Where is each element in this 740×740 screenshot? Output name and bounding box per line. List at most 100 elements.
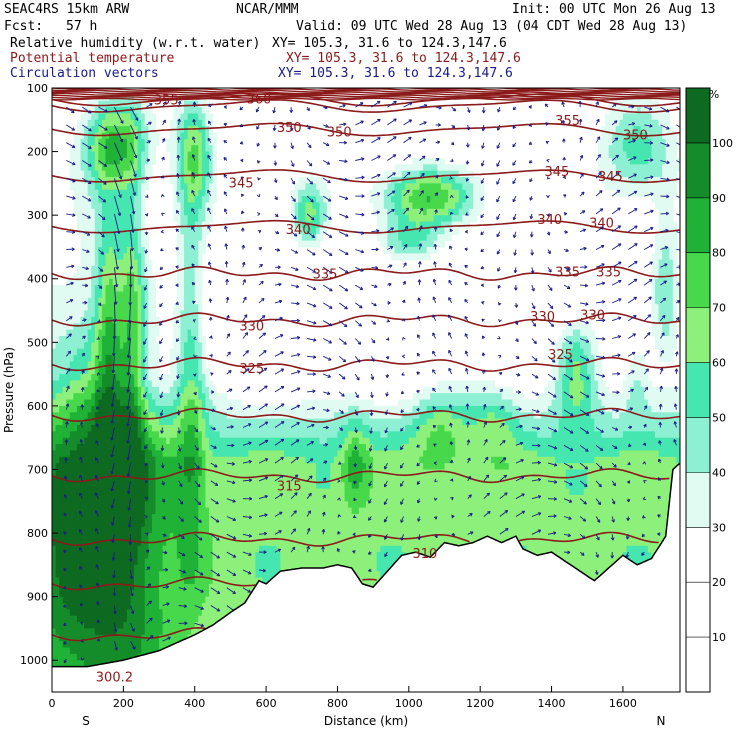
wind-vector: [432, 424, 437, 429]
wind-vector: [82, 335, 86, 340]
wind-vector: [162, 533, 167, 537]
wind-vector: [612, 353, 621, 358]
wind-vector: [63, 640, 67, 645]
wind-vector: [226, 425, 234, 429]
wind-vector: [274, 493, 284, 500]
wind-vector: [207, 225, 212, 232]
wind-vector: [481, 124, 486, 132]
wind-vector: [178, 533, 185, 540]
wind-vector: [419, 190, 424, 197]
wind-vector: [642, 496, 647, 501]
wind-vector: [641, 551, 645, 556]
wind-vector: [207, 172, 212, 179]
wind-vector: [193, 409, 198, 414]
theta-label: 345: [544, 165, 569, 180]
wind-vector: [497, 267, 501, 272]
wind-vector: [448, 385, 453, 393]
wind-vector: [371, 284, 378, 288]
wind-vector: [642, 515, 646, 519]
wind-vector: [387, 190, 396, 197]
wind-vector: [416, 352, 421, 357]
wind-vector: [676, 265, 680, 269]
wind-vector: [146, 103, 153, 108]
theta-contour-335: [52, 265, 680, 282]
wind-vector: [434, 209, 438, 215]
wind-vector: [467, 531, 474, 535]
wind-vector: [595, 498, 602, 506]
wind-vector: [595, 516, 601, 523]
theta-label: 335: [313, 267, 338, 282]
wind-vector: [130, 142, 138, 159]
wind-vector: [239, 141, 244, 145]
wind-vector: [352, 532, 356, 537]
y-tick-label: 400: [27, 273, 48, 286]
wind-vector: [480, 178, 485, 184]
wind-vector: [159, 356, 164, 363]
wind-vector: [159, 391, 164, 399]
wind-vector: [82, 300, 88, 305]
wind-vector: [400, 498, 404, 505]
wind-vector: [306, 492, 312, 499]
potential-temperature-contours: [52, 88, 680, 642]
wind-vector: [676, 106, 680, 110]
x-axis-label: Distance (km): [324, 714, 408, 728]
wind-vector: [194, 498, 202, 506]
wind-vector: [610, 552, 615, 559]
wind-vector: [113, 249, 120, 270]
wind-vector: [643, 405, 648, 410]
wind-vector: [258, 439, 269, 446]
wind-vector: [338, 302, 348, 310]
wind-vector: [563, 320, 572, 326]
wind-vector: [96, 406, 100, 410]
wind-vector: [143, 284, 148, 291]
wind-vector: [530, 249, 535, 256]
wind-vector: [562, 175, 566, 180]
wind-vector: [82, 231, 91, 236]
wind-vector: [113, 285, 118, 305]
wind-vector: [322, 320, 333, 327]
wind-vector: [194, 569, 204, 576]
wind-vector: [95, 423, 100, 428]
wind-vector: [657, 514, 661, 518]
wind-vector: [644, 226, 654, 233]
wind-vector: [210, 551, 220, 559]
theta-contour-top: [52, 88, 680, 92]
wind-vector: [563, 284, 571, 289]
wind-vector: [530, 267, 535, 274]
wind-vector: [226, 462, 235, 466]
wind-vector: [210, 408, 216, 412]
wind-vector: [191, 189, 196, 197]
wind-vector: [579, 191, 585, 197]
wind-vector: [464, 333, 469, 339]
colorbar-unit: %: [709, 88, 719, 101]
wind-vector: [643, 368, 649, 375]
wind-vector: [642, 461, 647, 465]
wind-vector: [385, 391, 389, 397]
theta-contour-310: [52, 531, 659, 547]
wind-vector: [628, 314, 637, 322]
wind-vector: [143, 356, 148, 363]
wind-vector: [175, 247, 179, 251]
wind-vector: [563, 302, 572, 308]
theta-contour-345: [52, 169, 680, 184]
init-time: Init: 00 UTC Mon 26 Aug 13: [512, 2, 716, 17]
wind-vector: [95, 440, 99, 446]
wind-vector: [644, 124, 653, 128]
wind-vector: [146, 121, 152, 126]
wind-vector: [596, 355, 606, 360]
wind-vector: [339, 213, 349, 219]
wind-vector: [63, 531, 67, 535]
wind-vector: [110, 462, 115, 475]
wind-vector: [339, 140, 347, 145]
wind-vector: [274, 530, 282, 535]
wind-vector: [352, 550, 356, 554]
wind-vector: [176, 154, 181, 161]
wind-vector: [177, 118, 181, 125]
wind-vector: [79, 439, 84, 446]
wind-vector: [561, 119, 566, 125]
wind-vector: [483, 456, 489, 464]
wind-vector: [449, 195, 454, 199]
wind-vector: [644, 261, 653, 268]
wind-vector: [563, 338, 573, 345]
wind-vector: [435, 123, 441, 127]
